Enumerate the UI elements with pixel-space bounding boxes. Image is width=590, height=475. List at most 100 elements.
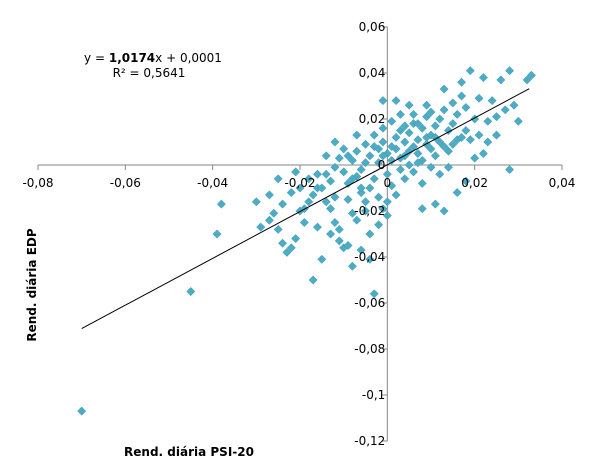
- x-tick-label: -0,04: [197, 176, 228, 190]
- data-points: [77, 66, 536, 416]
- data-point: [474, 130, 484, 140]
- data-point: [278, 238, 288, 248]
- y-tick-label: 0,04: [359, 66, 386, 80]
- y-tick-label: -0,04: [354, 250, 385, 264]
- y-tick-label: 0,02: [359, 112, 386, 126]
- data-point: [317, 254, 327, 264]
- data-point: [321, 197, 331, 207]
- data-point: [430, 151, 440, 161]
- data-point: [330, 137, 340, 147]
- data-point: [291, 234, 301, 244]
- data-point: [356, 188, 366, 198]
- data-point: [413, 135, 423, 145]
- data-point: [278, 199, 288, 209]
- data-point: [382, 169, 392, 179]
- data-point: [304, 197, 314, 207]
- data-point: [509, 100, 519, 110]
- data-point: [430, 121, 440, 131]
- data-point: [426, 162, 436, 172]
- data-point: [378, 123, 388, 133]
- data-point: [443, 162, 453, 172]
- data-point: [347, 155, 357, 165]
- data-point: [365, 183, 375, 193]
- data-point: [496, 75, 506, 85]
- data-point: [409, 109, 419, 119]
- data-point: [526, 70, 536, 80]
- data-point: [465, 66, 475, 76]
- data-point: [465, 135, 475, 145]
- data-point: [334, 224, 344, 234]
- data-point: [326, 176, 336, 186]
- data-point: [522, 75, 532, 85]
- y-tick-label: -0,12: [354, 434, 385, 448]
- data-point: [391, 96, 401, 106]
- data-point: [439, 84, 449, 94]
- data-point: [400, 137, 410, 147]
- data-point: [330, 218, 340, 227]
- data-point: [369, 174, 379, 184]
- data-point: [439, 206, 449, 216]
- data-point: [452, 109, 462, 119]
- data-point: [413, 158, 423, 168]
- data-point: [365, 254, 375, 264]
- y-tick-label: -0,1: [362, 388, 385, 402]
- data-point: [478, 149, 488, 158]
- data-point: [478, 73, 488, 83]
- data-point: [395, 126, 405, 135]
- data-point: [374, 144, 384, 154]
- data-point: [492, 112, 501, 122]
- data-point: [374, 220, 384, 230]
- data-point: [273, 224, 283, 234]
- data-point: [343, 151, 353, 161]
- data-point: [505, 66, 515, 76]
- x-tick-label: -0,08: [22, 176, 53, 190]
- data-point: [382, 211, 392, 221]
- data-point: [409, 167, 419, 177]
- data-point: [492, 130, 501, 140]
- data-point: [435, 137, 445, 147]
- data-point: [395, 165, 405, 175]
- data-point: [430, 132, 440, 142]
- data-point: [391, 132, 401, 142]
- data-point: [400, 121, 410, 131]
- trendline: [81, 88, 530, 330]
- y-tick-label: 0: [378, 158, 386, 172]
- data-point: [282, 247, 292, 257]
- data-point: [356, 245, 366, 255]
- data-point: [308, 275, 318, 285]
- y-tick-label: 0,06: [359, 20, 386, 34]
- y-tick-labels: 0,06 0,04 0,02 0 -0,02 -0,04 -0,06 -0,08 -0,1 -0,…: [354, 20, 385, 448]
- data-point: [400, 174, 410, 184]
- data-point: [299, 218, 309, 227]
- data-point: [448, 139, 458, 149]
- data-point: [452, 188, 462, 198]
- data-point: [387, 155, 397, 165]
- data-point: [339, 167, 349, 177]
- data-point: [317, 183, 327, 193]
- data-point: [387, 181, 397, 191]
- data-point: [264, 190, 274, 200]
- data-point: [422, 112, 432, 122]
- x-tick-label: 0: [384, 176, 392, 190]
- data-point: [382, 149, 392, 158]
- data-point: [470, 114, 480, 124]
- data-point: [312, 222, 322, 232]
- data-point: [361, 158, 370, 168]
- data-point: [365, 151, 375, 161]
- data-point: [378, 137, 388, 147]
- data-point: [395, 109, 405, 119]
- data-point: [430, 199, 440, 209]
- data-point: [291, 167, 301, 177]
- data-point: [347, 261, 357, 271]
- y-tick-label: -0,06: [354, 296, 385, 310]
- data-point: [378, 151, 388, 161]
- data-point: [361, 206, 370, 216]
- x-tick-label: -0,02: [284, 176, 315, 190]
- data-point: [391, 190, 401, 200]
- data-point: [256, 222, 266, 232]
- data-point: [347, 208, 357, 218]
- data-point: [413, 119, 423, 129]
- y-axis-title: Rend. diária EDP: [25, 228, 39, 342]
- x-tick-label: 0,04: [549, 176, 576, 190]
